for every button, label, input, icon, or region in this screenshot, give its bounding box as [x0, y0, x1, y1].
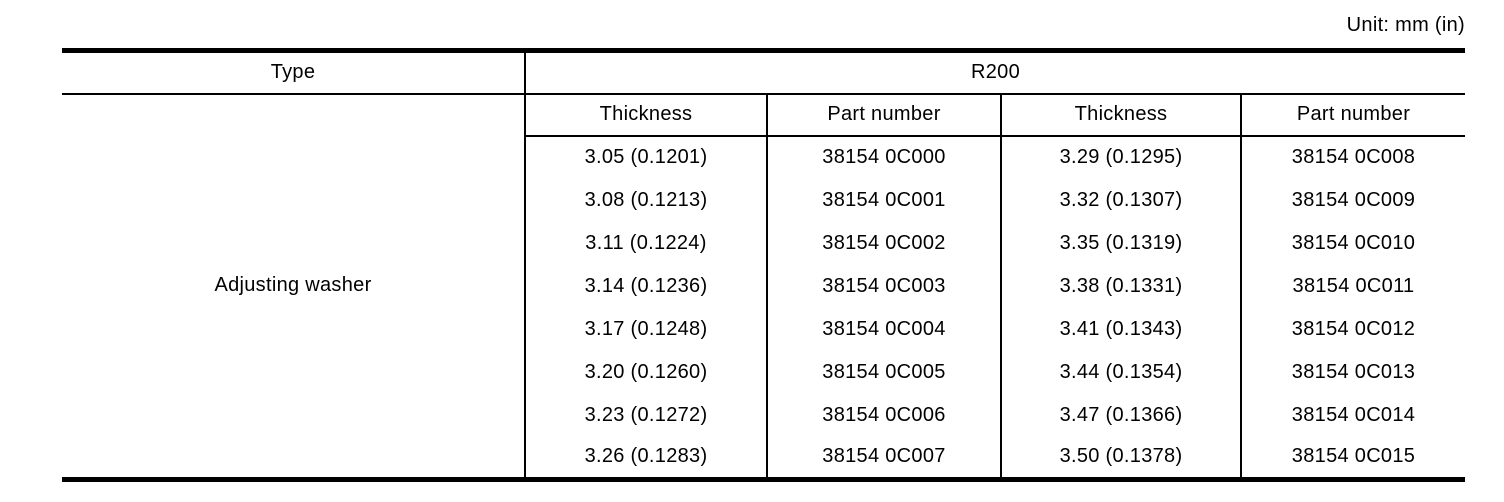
- part-number-value: 38154 0C007: [766, 436, 1001, 480]
- thickness-value: 3.35 (0.1319): [1000, 221, 1241, 265]
- table-row: 3.08 (0.1213) 38154 0C001 3.32 (0.1307) …: [62, 178, 1466, 222]
- part-number-value: 38154 0C013: [1239, 350, 1466, 394]
- part-number-value: 38154 0C009: [1239, 178, 1466, 222]
- column-header-thickness-2: Thickness: [1000, 93, 1241, 137]
- thickness-value: 3.11 (0.1224): [524, 221, 767, 265]
- table-row: 3.14 (0.1236) 38154 0C003 3.38 (0.1331) …: [62, 264, 1466, 308]
- thickness-value: 3.05 (0.1201): [524, 135, 767, 179]
- part-number-value: 38154 0C002: [766, 221, 1001, 265]
- table-row: 3.05 (0.1201) 38154 0C000 3.29 (0.1295) …: [62, 135, 1466, 179]
- thickness-value: 3.23 (0.1272): [524, 393, 767, 437]
- thickness-value: 3.17 (0.1248): [524, 307, 767, 351]
- thickness-value: 3.50 (0.1378): [1000, 436, 1241, 480]
- thickness-value: 3.14 (0.1236): [524, 264, 767, 308]
- column-header-part-number-2: Part number: [1239, 93, 1466, 137]
- part-number-value: 38154 0C012: [1239, 307, 1466, 351]
- thickness-value: 3.32 (0.1307): [1000, 178, 1241, 222]
- thickness-value: 3.41 (0.1343): [1000, 307, 1241, 351]
- part-number-value: 38154 0C006: [766, 393, 1001, 437]
- table-header-row: Type R200: [62, 50, 1466, 95]
- part-number-value: 38154 0C003: [766, 264, 1001, 308]
- part-number-value: 38154 0C008: [1239, 135, 1466, 179]
- table-row: 3.17 (0.1248) 38154 0C004 3.41 (0.1343) …: [62, 307, 1466, 351]
- type-column-header: Type: [62, 50, 526, 95]
- column-header-thickness-1: Thickness: [524, 93, 767, 137]
- row-label-adjusting-washer: Adjusting washer: [62, 93, 526, 480]
- part-number-value: 38154 0C004: [766, 307, 1001, 351]
- thickness-value: 3.20 (0.1260): [524, 350, 767, 394]
- thickness-value: 3.08 (0.1213): [524, 178, 767, 222]
- part-number-value: 38154 0C015: [1239, 436, 1466, 480]
- part-number-value: 38154 0C001: [766, 178, 1001, 222]
- part-number-value: 38154 0C005: [766, 350, 1001, 394]
- thickness-value: 3.44 (0.1354): [1000, 350, 1241, 394]
- adjusting-washer-spec-table: Type R200 Adjusting washer Thickness Par…: [62, 48, 1466, 482]
- part-number-value: 38154 0C000: [766, 135, 1001, 179]
- table-row: 3.20 (0.1260) 38154 0C005 3.44 (0.1354) …: [62, 350, 1466, 394]
- table-row: 3.26 (0.1283) 38154 0C007 3.50 (0.1378) …: [62, 436, 1466, 480]
- part-number-value: 38154 0C011: [1239, 264, 1466, 308]
- table-row: 3.11 (0.1224) 38154 0C002 3.35 (0.1319) …: [62, 221, 1466, 265]
- column-header-part-number-1: Part number: [766, 93, 1001, 137]
- group-header-r200: R200: [523, 50, 1466, 95]
- part-number-value: 38154 0C014: [1239, 393, 1466, 437]
- thickness-value: 3.29 (0.1295): [1000, 135, 1241, 179]
- part-number-value: 38154 0C010: [1239, 221, 1466, 265]
- table-subheader-row: Adjusting washer Thickness Part number T…: [62, 93, 1466, 480]
- thickness-value: 3.38 (0.1331): [1000, 264, 1241, 308]
- unit-label: Unit: mm (in): [1346, 14, 1465, 36]
- thickness-value: 3.47 (0.1366): [1000, 393, 1241, 437]
- table-row: 3.23 (0.1272) 38154 0C006 3.47 (0.1366) …: [62, 393, 1466, 437]
- thickness-value: 3.26 (0.1283): [524, 436, 767, 480]
